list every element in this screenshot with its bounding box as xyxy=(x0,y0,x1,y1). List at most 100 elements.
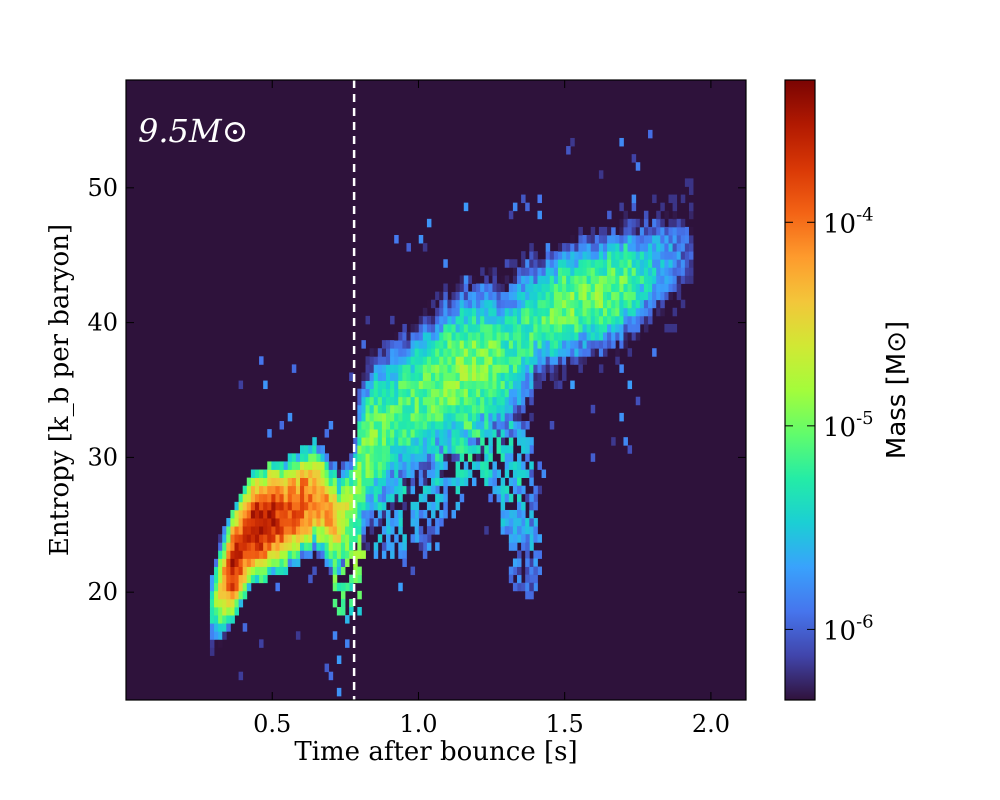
heatmap-cell xyxy=(521,542,526,551)
heatmap-cell xyxy=(381,356,387,365)
heatmap-cell xyxy=(308,485,313,495)
heatmap-cell xyxy=(353,445,358,454)
heatmap-cell xyxy=(320,453,325,462)
heatmap-cell xyxy=(398,461,403,470)
heatmap-cell xyxy=(357,469,362,479)
heatmap-cell xyxy=(627,275,633,284)
heatmap-cell xyxy=(439,396,444,406)
heatmap-cell xyxy=(435,388,440,398)
heatmap-cell xyxy=(451,421,456,430)
heatmap-cell xyxy=(517,323,522,333)
heatmap-cell xyxy=(304,526,309,535)
heatmap-cell xyxy=(234,501,239,511)
heatmap-cell xyxy=(242,623,248,632)
heatmap-cell xyxy=(349,607,354,616)
heatmap-cell xyxy=(283,526,289,535)
heatmap-cell xyxy=(373,550,379,559)
heatmap-cell xyxy=(533,501,538,511)
heatmap-cell xyxy=(508,477,514,487)
heatmap-cell xyxy=(287,461,293,470)
heatmap-cell xyxy=(324,485,330,495)
heatmap-cell xyxy=(537,307,542,317)
heatmap-cell xyxy=(508,259,514,268)
heatmap-cell xyxy=(455,340,461,349)
heatmap-cell xyxy=(369,485,375,495)
heatmap-cell xyxy=(492,429,497,438)
heatmap-cell xyxy=(557,251,563,260)
heatmap-cell xyxy=(455,356,461,365)
heatmap-cell xyxy=(652,275,657,284)
heatmap-cell xyxy=(377,421,383,430)
heatmap-cell xyxy=(254,526,260,535)
heatmap-cell xyxy=(410,566,416,576)
heatmap-cell xyxy=(340,550,346,559)
heatmap-cell xyxy=(557,259,563,268)
heatmap-cell xyxy=(586,275,592,284)
heatmap-cell xyxy=(549,307,555,317)
heatmap-cell xyxy=(259,485,264,495)
heatmap-cell xyxy=(234,526,239,535)
heatmap-cell xyxy=(517,477,522,487)
heatmap-cell xyxy=(467,469,473,479)
heatmap-cell xyxy=(656,291,661,301)
heatmap-cell xyxy=(467,429,473,438)
heatmap-cell xyxy=(471,421,477,430)
heatmap-cell xyxy=(242,550,248,559)
heatmap-cell xyxy=(512,299,518,309)
heatmap-cell xyxy=(521,291,526,301)
heatmap-cell xyxy=(623,291,628,301)
heatmap-cell xyxy=(459,356,465,365)
heatmap-cell xyxy=(627,226,633,236)
heatmap-cell xyxy=(537,323,542,333)
heatmap-cell xyxy=(414,364,420,373)
heatmap-cell xyxy=(488,477,493,487)
heatmap-cell xyxy=(340,566,346,576)
heatmap-cell xyxy=(656,226,661,236)
heatmap-cell xyxy=(414,453,420,462)
heatmap-cell xyxy=(418,323,424,333)
heatmap-cell xyxy=(562,291,567,301)
heatmap-cell xyxy=(365,380,371,390)
heatmap-cell xyxy=(279,493,285,503)
heatmap-cell xyxy=(439,356,444,365)
heatmap-cell xyxy=(365,421,371,430)
heatmap-cell xyxy=(365,493,371,503)
heatmap-cell xyxy=(328,518,334,527)
heatmap-cell xyxy=(684,243,690,252)
heatmap-cell xyxy=(435,323,440,333)
heatmap-cell xyxy=(435,518,440,527)
heatmap-cell xyxy=(443,380,448,390)
heatmap-cell xyxy=(418,469,424,479)
heatmap-cell xyxy=(521,509,526,519)
plot-frame xyxy=(125,79,747,701)
heatmap-cell xyxy=(525,299,530,309)
heatmap-cell xyxy=(340,501,346,511)
heatmap-cell xyxy=(316,453,321,462)
heatmap-cell xyxy=(291,364,297,373)
heatmap-cell xyxy=(385,493,391,503)
heatmap-cell xyxy=(537,340,542,349)
heatmap-cell xyxy=(324,461,330,470)
colorbar-label: Mass [M⊙] xyxy=(882,321,912,459)
heatmap-cell xyxy=(455,453,461,462)
heatmap-cell xyxy=(455,461,461,470)
heatmap-cell xyxy=(627,332,633,341)
heatmap-cell xyxy=(607,210,612,220)
heatmap-cell xyxy=(553,372,559,381)
heatmap-cell xyxy=(680,235,686,244)
heatmap-cell xyxy=(553,323,559,333)
heatmap-cell xyxy=(652,251,657,260)
heatmap-cell xyxy=(267,509,272,519)
heatmap-cell xyxy=(488,340,493,349)
heatmap-cell xyxy=(607,275,612,284)
heatmap-cell xyxy=(562,267,567,276)
heatmap-cell xyxy=(476,315,481,325)
heatmap-cell xyxy=(390,501,395,511)
heatmap-cell xyxy=(250,509,256,519)
heatmap-cell xyxy=(521,534,526,543)
heatmap-cell xyxy=(291,526,297,535)
heatmap-cell xyxy=(508,299,514,309)
heatmap-cell xyxy=(328,542,334,551)
heatmap-cell xyxy=(287,501,293,511)
heatmap-cell xyxy=(447,421,452,430)
